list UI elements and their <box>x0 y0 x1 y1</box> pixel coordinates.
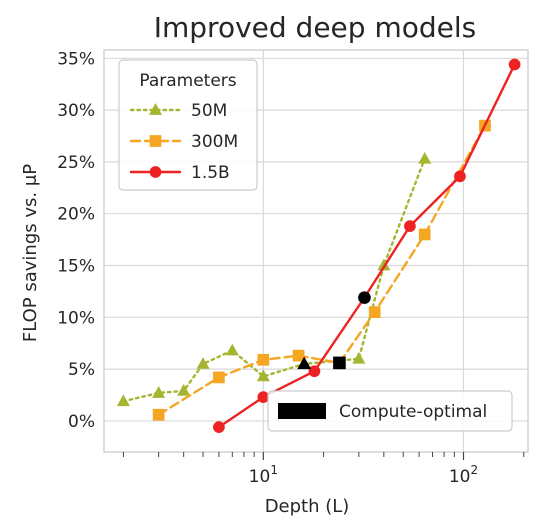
y-tick-label: 35% <box>57 49 95 69</box>
data-point-50m <box>177 384 191 396</box>
legend-marker-300m <box>149 135 162 147</box>
legend-box <box>118 59 258 191</box>
y-axis-label: FLOP savings vs. μP <box>20 164 41 342</box>
compute-optimal-point <box>358 291 371 304</box>
data-point-50m <box>256 369 270 382</box>
compute-optimal-legend: Compute-optimal <box>267 390 513 432</box>
data-point-50m <box>225 343 239 356</box>
x-tick-label: 102 <box>449 463 478 487</box>
data-point-1.5b <box>404 220 416 232</box>
legend-label-50m: 50M <box>191 101 227 121</box>
legend-title: Parameters <box>139 71 236 91</box>
data-point-1.5b <box>308 365 321 378</box>
ticks: 0% 5% 10% 15% 20% 25% 30% 35% 101 102 <box>57 49 525 487</box>
x-axis-label: Depth (L) <box>265 496 350 517</box>
data-point-1.5b <box>454 170 466 183</box>
legend-label-300m: 300M <box>191 132 238 152</box>
y-tick-label: 25% <box>57 153 95 173</box>
data-point-300m <box>418 228 431 241</box>
data-point-300m <box>257 353 270 366</box>
compute-optimal-swatch <box>278 403 326 419</box>
series-line-300m <box>157 124 487 416</box>
data-point-50m <box>116 394 130 407</box>
data-point-300m <box>213 371 225 384</box>
legend-marker-1.5b <box>149 166 162 178</box>
y-tick-label: 30% <box>57 101 95 121</box>
y-tick-label: 5% <box>68 360 95 380</box>
data-point-50m <box>418 151 432 164</box>
data-point-300m <box>152 408 165 421</box>
data-point-50m <box>352 351 366 364</box>
x-tick-label: 101 <box>249 463 278 487</box>
compute-optimal-label: Compute-optimal <box>339 402 487 422</box>
compute-optimal-point <box>297 356 312 370</box>
y-tick-label: 20% <box>57 205 95 225</box>
data-point-1.5b <box>257 391 270 403</box>
legend-marker-50m <box>149 103 162 115</box>
plot-frame <box>103 49 529 453</box>
data-point-50m <box>152 386 166 398</box>
chart-title: Improved deep models <box>154 11 476 44</box>
legend-label-1.5b: 1.5B <box>191 163 230 183</box>
data-point-50m <box>377 258 391 271</box>
y-tick-label: 0% <box>68 412 95 432</box>
series-layer <box>116 58 521 433</box>
y-tick-label: 15% <box>57 257 95 277</box>
data-point-300m <box>292 349 305 362</box>
y-tick-label: 10% <box>57 308 95 328</box>
compute-optimal-point <box>333 356 346 370</box>
data-point-1.5b <box>213 421 225 433</box>
data-point-50m <box>196 357 210 369</box>
data-point-300m <box>368 306 381 318</box>
legend: Parameters 50M 300M 1.5B <box>118 59 258 191</box>
data-point-1.5b <box>508 58 521 71</box>
compute-optimal-legend-box <box>267 390 513 432</box>
